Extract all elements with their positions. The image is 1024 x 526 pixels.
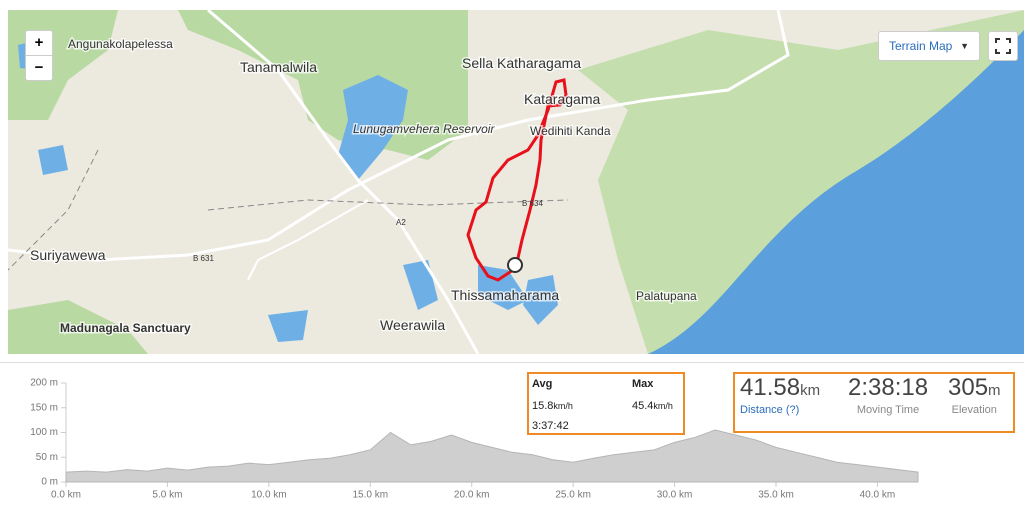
x-tick-label: 30.0 km (657, 490, 693, 501)
caption: Moving Time (856, 404, 920, 416)
y-tick-label: 0 m (41, 477, 58, 488)
road (8, 10, 790, 262)
route (466, 78, 568, 282)
value: 2:38:18 (848, 374, 929, 401)
max-speed: 45.4km/h (632, 400, 673, 412)
place-label: Palatupana (636, 289, 697, 303)
lake (523, 275, 558, 325)
unit: m (988, 382, 1001, 399)
elevation-area (65, 429, 919, 483)
column-header: Max (632, 378, 654, 390)
elapsed-time: 3:37:42 (532, 420, 569, 432)
y-tick-label: 150 m (30, 402, 58, 413)
caption: Elevation (951, 404, 997, 416)
summary-highlight (733, 372, 1015, 433)
place-label: Lunugamvehera Reservoir (353, 122, 495, 136)
value: 15.8 (532, 400, 554, 412)
avg-speed: 15.8km/h (532, 400, 573, 412)
zoom-in[interactable]: + (34, 34, 44, 51)
boundary (207, 199, 569, 211)
place-label: Weerawila (380, 317, 445, 333)
unit: km/h (653, 401, 673, 411)
place-label: Angunakolapelessa (68, 37, 173, 51)
map[interactable]: Angunakolapelessa Tanamalwila Sella Kath… (8, 10, 1024, 354)
lake (38, 145, 68, 175)
road-label: A2 (396, 218, 406, 227)
place-label: Suriyawewa (30, 247, 106, 263)
lake (268, 310, 308, 342)
sea (648, 30, 1024, 354)
map-canvas: Angunakolapelessa Tanamalwila Sella Kath… (8, 10, 1024, 354)
value: 45.4 (632, 400, 654, 412)
x-tick-label: 35.0 km (758, 490, 794, 501)
road-label: B 631 (193, 254, 214, 263)
moving-time-stat: 2:38:18 Moving Time (848, 374, 928, 416)
dropdown-label: Terrain Map (889, 39, 953, 53)
elevation-chart: 0 m 50 m 100 m 150 m 200 m 0.0 km 5.0 km 10.0 k… (30, 378, 919, 501)
fullscreen-icon (995, 38, 1011, 54)
x-tick-label: 20.0 km (454, 490, 490, 501)
value: 41.58 (740, 374, 801, 401)
place-label: Madunagala Sanctuary (60, 321, 191, 335)
zoom-out[interactable]: − (26, 55, 52, 80)
reservoir (338, 75, 408, 180)
y-tick-label: 100 m (30, 427, 58, 438)
place-label: Wedihiti Kanda (530, 124, 611, 138)
place-label: Tanamalwila (240, 59, 317, 75)
x-tick-label: 25.0 km (555, 490, 591, 501)
x-tick-label: 10.0 km (251, 490, 287, 501)
elevation-stat: 305m Elevation (948, 374, 1001, 416)
fullscreen-button[interactable] (988, 31, 1018, 61)
place-label: Sella Katharagama (462, 55, 581, 71)
y-tick-label: 200 m (30, 378, 58, 389)
column-header: Avg (532, 378, 553, 390)
road (247, 199, 369, 281)
map-type-dropdown[interactable]: Terrain Map ▼ (878, 31, 980, 61)
road-label: B 634 (522, 199, 543, 208)
x-tick-label: 0.0 km (51, 490, 81, 501)
y-tick-label: 50 m (36, 452, 58, 463)
finish-marker (507, 257, 523, 273)
x-tick-label: 5.0 km (152, 490, 182, 501)
zoom-control: + − (25, 30, 53, 81)
distance-stat: 41.58km Distance (?) (740, 374, 820, 416)
x-tick-label: 40.0 km (860, 490, 896, 501)
value: 305 (948, 374, 989, 401)
boundary (8, 149, 99, 271)
resize-handle[interactable] (0, 354, 1024, 363)
place-label: Kataragama (524, 91, 600, 107)
caret: ▼ (960, 41, 969, 51)
road (207, 10, 480, 354)
unit: km (800, 382, 821, 399)
forest (8, 300, 148, 354)
unit: km/h (553, 401, 573, 411)
place-label: Thissamaharama (451, 287, 559, 303)
distance-link[interactable]: Distance (?) (740, 404, 800, 416)
speed-highlight (527, 372, 685, 435)
x-tick-label: 15.0 km (352, 490, 388, 501)
